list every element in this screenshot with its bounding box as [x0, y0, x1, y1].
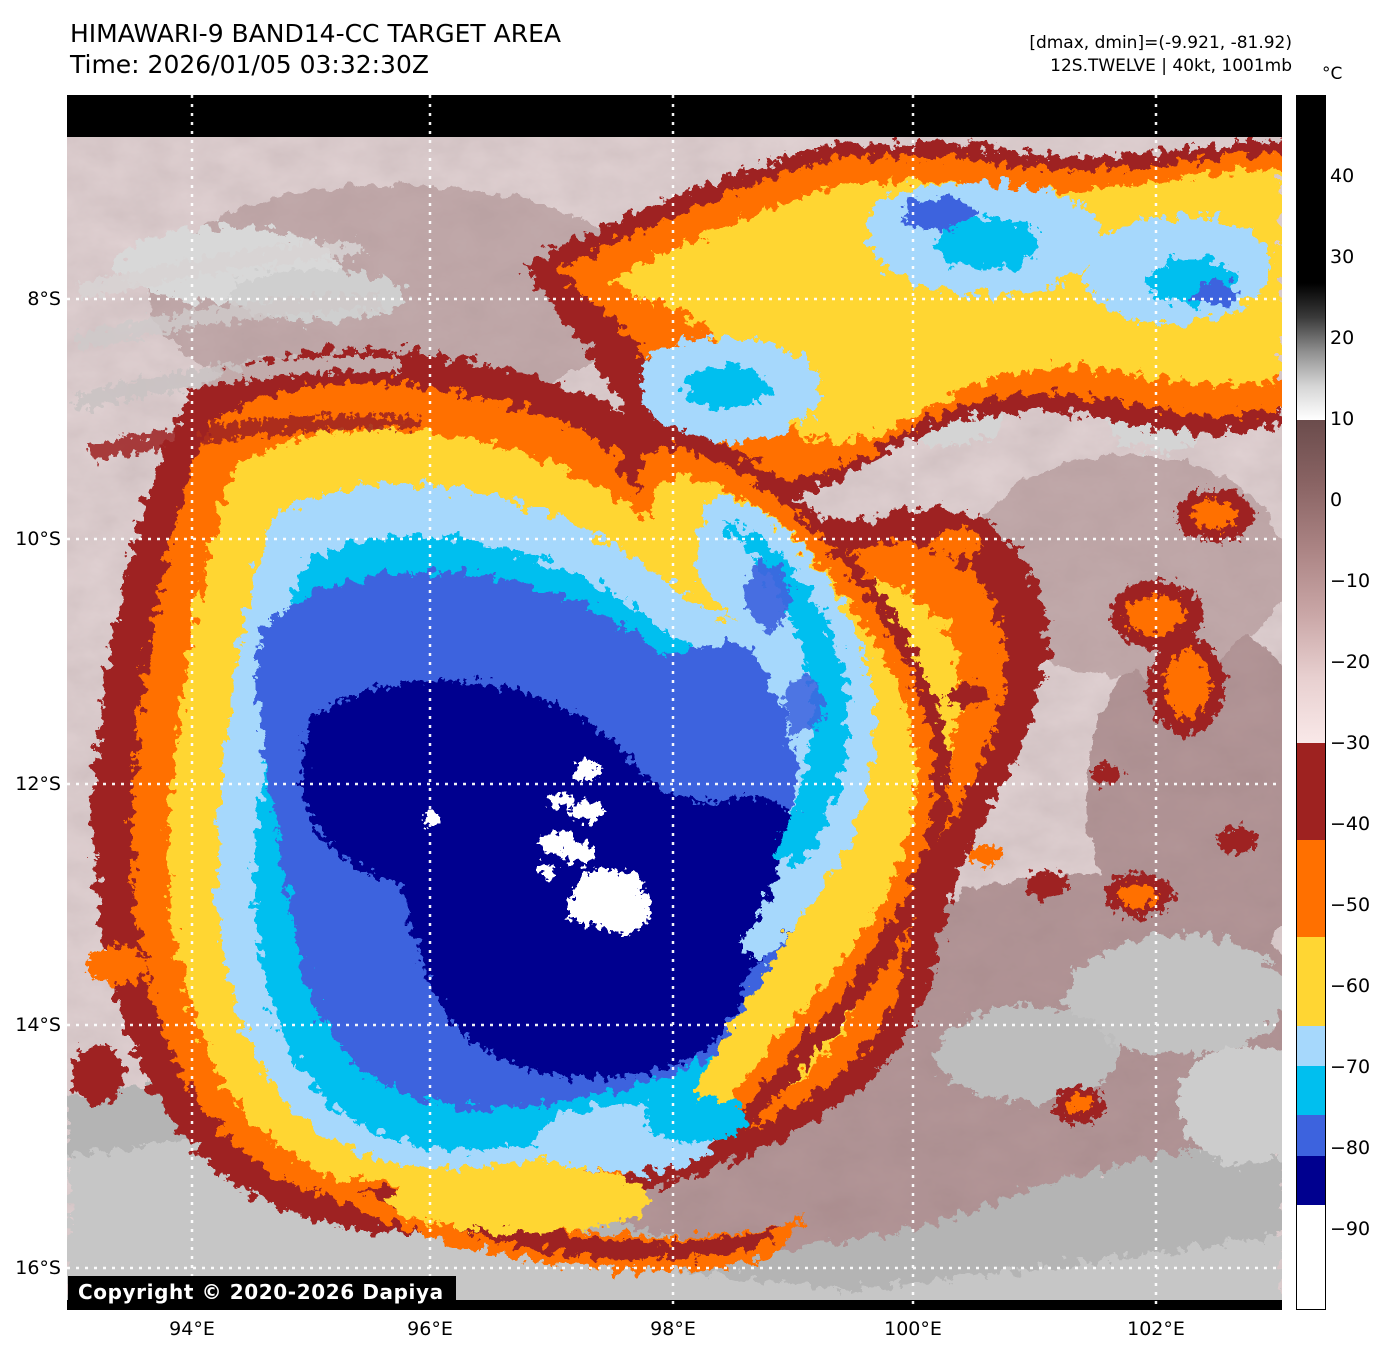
x-tick-label: 102°E: [1127, 1318, 1185, 1340]
colorbar-tick: −30: [1330, 731, 1371, 754]
copyright-watermark: Copyright © 2020-2026 Dapiya: [68, 1276, 456, 1309]
colorbar-tick: −40: [1330, 813, 1371, 835]
temperature-colorbar[interactable]: [1296, 95, 1326, 1310]
colorbar-tick: 40: [1330, 165, 1355, 188]
y-tick-label: 12°S: [15, 773, 61, 795]
colorbar-tick: 10: [1330, 408, 1355, 431]
colorbar-band-grayscale: [1297, 282, 1325, 420]
colorbar-tick: −50: [1330, 894, 1371, 917]
cloud-core-navy: [302, 680, 818, 1078]
colorbar-unit-label: °C: [1322, 64, 1343, 84]
bottom-letterbox: [67, 1300, 1282, 1310]
top-letterbox: [67, 95, 1282, 137]
colorbar-tick: 0: [1330, 488, 1343, 511]
page-title: HIMAWARI-9 BAND14-CC TARGET AREA Time: 2…: [70, 18, 561, 80]
colorbar-tick: −60: [1330, 974, 1371, 997]
overshooting-tops-white: [423, 761, 651, 935]
colorbar-band-black: [1297, 96, 1325, 283]
colorbar-tick-labels: 40 30 20 10 0 −10 −20 −30 −40 −50 −60 −7…: [1330, 95, 1388, 1310]
colorbar-band-cyan: [1297, 1066, 1325, 1115]
colorbar-tick: −80: [1330, 1137, 1371, 1160]
x-tick-label: 94°E: [169, 1318, 215, 1340]
colorbar-tick: −70: [1330, 1056, 1371, 1078]
y-tick-label: 10°S: [15, 528, 61, 550]
satellite-product-title: HIMAWARI-9 BAND14-CC TARGET AREA: [70, 19, 562, 48]
storm-info-label: 12S.TWELVE | 40kt, 1001mb: [1050, 56, 1292, 76]
y-tick-label: 8°S: [27, 288, 61, 310]
data-range-label: [dmax, dmin]=(-9.921, -81.92): [1029, 33, 1292, 53]
colorbar-tick: 20: [1330, 327, 1355, 349]
colorbar-band-light-blue: [1297, 1026, 1325, 1067]
colorbar-band-royal-blue: [1297, 1114, 1325, 1157]
colorbar-tick: −10: [1330, 570, 1371, 592]
colorbar-band-white: [1297, 1204, 1325, 1309]
infrared-brightness-temperature-raster: [67, 95, 1282, 1310]
colorbar-band-orange: [1297, 839, 1325, 937]
colorbar-tick: 30: [1330, 245, 1355, 268]
metadata-block: [dmax, dmin]=(-9.921, -81.92) 12S.TWELVE…: [1029, 32, 1292, 78]
satellite-image-plot[interactable]: [67, 95, 1282, 1310]
y-tick-label: 14°S: [15, 1014, 61, 1036]
cirrus-streaks: [73, 241, 421, 461]
y-tick-label: 16°S: [15, 1257, 61, 1279]
x-tick-label: 96°E: [407, 1318, 453, 1340]
observation-time: Time: 2026/01/05 03:32:30Z: [70, 50, 429, 79]
eastern-spiral-band: [618, 424, 950, 1157]
colorbar-band-navy: [1297, 1156, 1325, 1205]
northeast-convective-band: [522, 141, 1282, 503]
colorbar-band-dark-red: [1297, 742, 1325, 840]
colorbar-tick: −20: [1330, 651, 1371, 674]
colorbar-band-mauve: [1297, 419, 1325, 743]
colorbar-band-yellow: [1297, 936, 1325, 1027]
x-tick-label: 100°E: [884, 1318, 942, 1340]
x-tick-label: 98°E: [650, 1318, 696, 1340]
colorbar-tick: −90: [1330, 1217, 1371, 1240]
